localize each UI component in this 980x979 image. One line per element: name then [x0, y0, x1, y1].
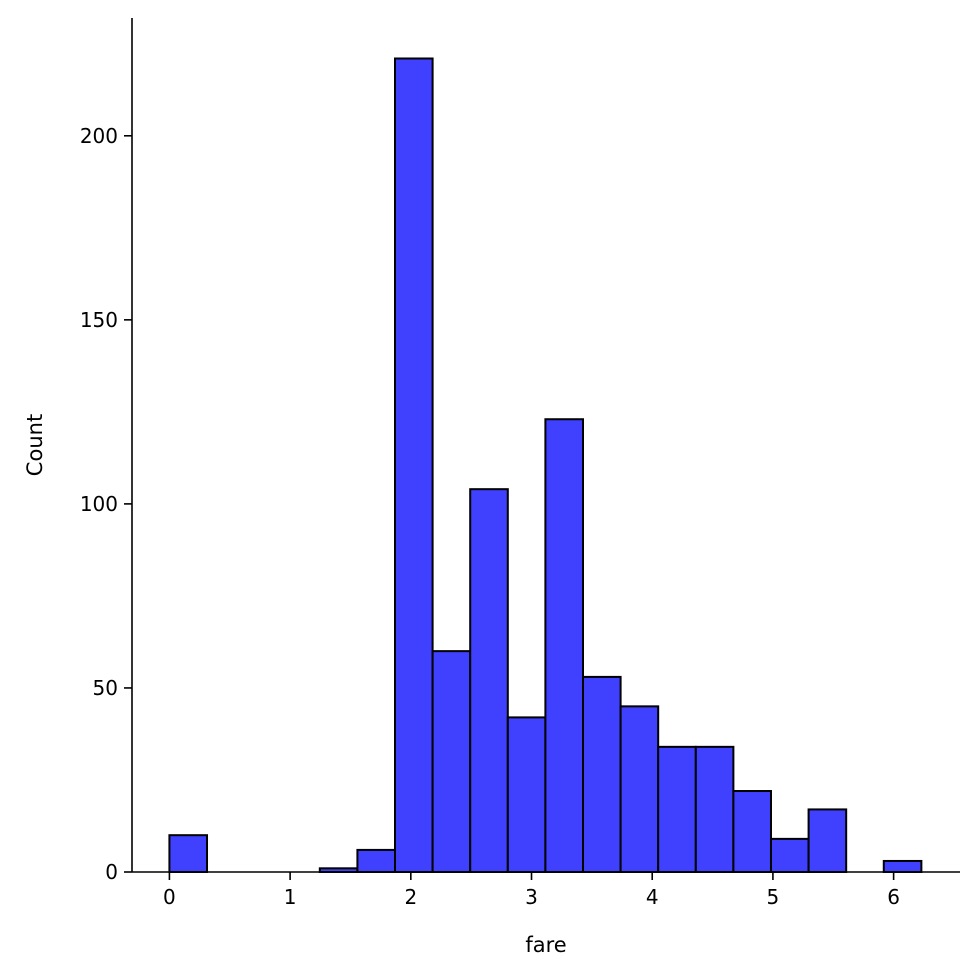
x-tick-label: 2: [404, 885, 417, 909]
x-tick-label: 5: [767, 885, 780, 909]
x-tick-label: 6: [887, 885, 900, 909]
histogram-bar-8: [469, 488, 509, 873]
y-tick-label: 100: [80, 492, 118, 516]
y-tick-label: 200: [80, 124, 118, 148]
y-axis-ticks: 0 50 100 150 200: [80, 124, 132, 884]
histogram-bar-19: [882, 859, 923, 874]
histogram-bar-11: [581, 675, 622, 873]
histogram-bar-9: [506, 716, 547, 873]
histogram-bar-15: [732, 790, 772, 873]
y-tick-label: 150: [80, 308, 118, 332]
histogram-bar-13: [657, 745, 697, 874]
x-axis-title: fare: [525, 933, 566, 957]
bars-group: [168, 57, 923, 874]
histogram-bar-16: [769, 837, 810, 873]
histogram-bar-10: [544, 418, 584, 873]
y-tick-label: 50: [93, 676, 118, 700]
y-tick-label: 0: [105, 860, 118, 884]
x-tick-label: 4: [646, 885, 659, 909]
x-tick-label: 0: [163, 885, 176, 909]
x-tick-label: 3: [525, 885, 538, 909]
histogram-bar-6: [394, 57, 434, 873]
histogram-bar-0: [168, 834, 209, 873]
x-axis-ticks: 0 1 2 3 4 5 6: [163, 872, 900, 909]
histogram-bar-14: [694, 745, 735, 874]
x-tick-label: 1: [284, 885, 297, 909]
histogram-bar-7: [431, 650, 472, 874]
histogram-bar-12: [619, 705, 660, 873]
histogram-bar-5: [356, 848, 397, 874]
y-axis-title: Count: [23, 414, 47, 476]
histogram-bar-17: [807, 808, 848, 874]
